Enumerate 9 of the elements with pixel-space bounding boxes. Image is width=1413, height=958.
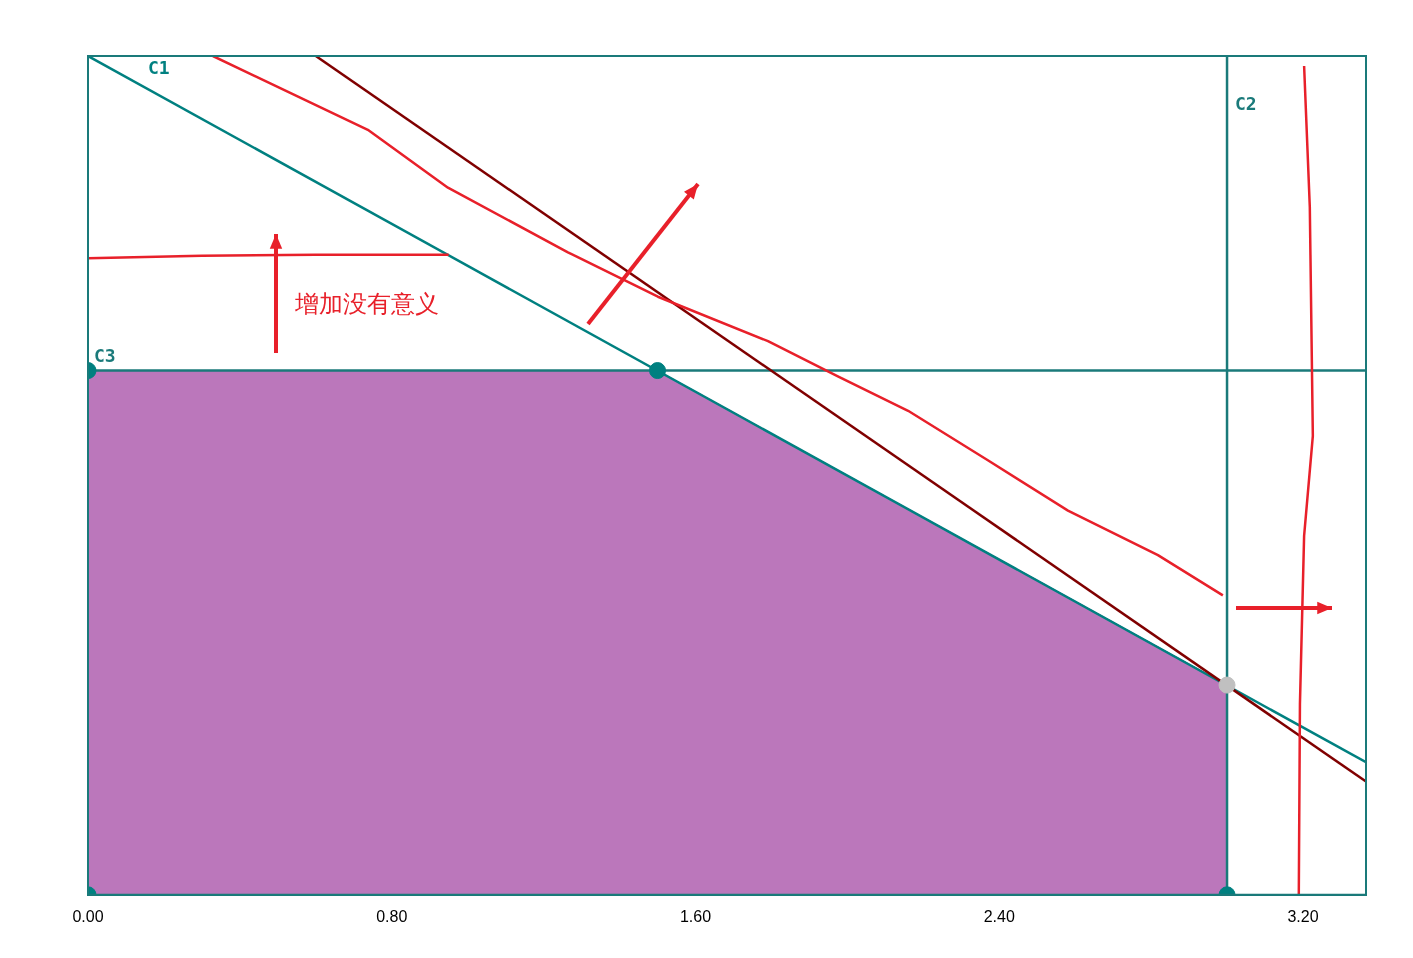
series-label: C3 [94,345,116,367]
annotation: 增加没有意义 [295,289,439,320]
x-tick-label: 3.20 [1287,907,1319,925]
x-tick-label: 0.00 [72,907,104,925]
series-label: C2 [1235,92,1257,114]
x-tick-label: 0.80 [376,907,408,925]
x-tick-label: 2.40 [983,907,1015,925]
series-label: C1 [148,56,170,78]
x-tick-label: 1.60 [679,907,712,925]
